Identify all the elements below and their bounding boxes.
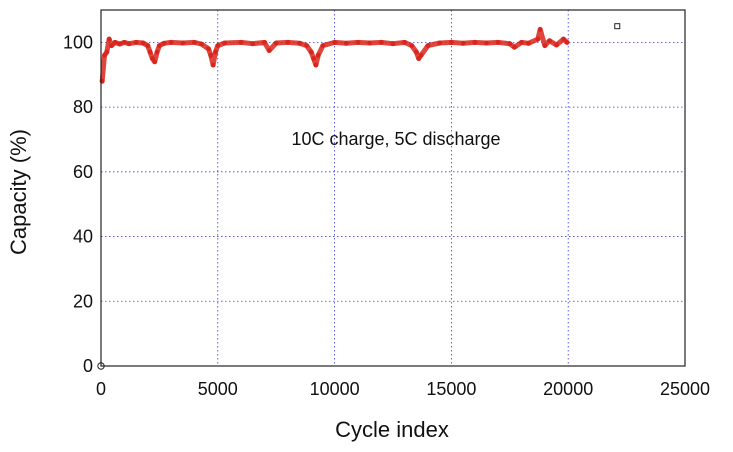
x-axis-label: Cycle index [335, 417, 449, 442]
data-point [418, 52, 424, 58]
data-point [449, 39, 454, 45]
data-point [147, 49, 153, 55]
y-tick-label: 20 [73, 291, 93, 311]
data-point [206, 46, 211, 52]
data-point [535, 36, 541, 42]
data-point [154, 49, 160, 55]
x-tick-label: 25000 [660, 379, 710, 399]
data-point [378, 39, 384, 45]
data-point [460, 40, 466, 46]
data-point [140, 40, 146, 46]
data-point [152, 59, 158, 65]
data-point [343, 40, 349, 46]
data-point [409, 43, 415, 48]
y-tick-label: 40 [73, 227, 93, 247]
data-point [192, 39, 197, 45]
axis-ticks: 0 5000 10000 15000 20000 25000 0 20 40 60 80 100 [63, 32, 710, 399]
grid [101, 10, 685, 366]
data-point [315, 52, 321, 58]
data-point [213, 49, 218, 55]
data-point [126, 41, 132, 47]
y-tick-label: 0 [83, 356, 93, 376]
data-point [238, 39, 244, 45]
data-point [199, 41, 204, 47]
data-series-band [99, 26, 570, 84]
data-point [117, 41, 123, 47]
data-points [97, 23, 621, 370]
data-point [161, 40, 167, 46]
plot-area-frame [100, 9, 686, 367]
data-point [437, 40, 443, 46]
data-point [210, 62, 216, 68]
data-point [112, 39, 118, 45]
data-point [311, 56, 316, 61]
chart-annotation: 10C charge, 5C discharge [291, 129, 500, 149]
data-point [425, 43, 431, 48]
data-point [266, 48, 272, 53]
y-tick-label: 80 [73, 97, 93, 117]
data-point [145, 43, 151, 48]
y-tick-label: 100 [63, 32, 93, 52]
data-point [512, 44, 517, 50]
data-point [157, 43, 162, 48]
data-point [208, 52, 214, 58]
x-tick-label: 20000 [543, 379, 593, 399]
data-point [180, 40, 186, 46]
data-point [297, 40, 302, 46]
data-point [308, 49, 314, 55]
data-point [121, 39, 127, 45]
data-point [222, 40, 228, 46]
data-point [332, 39, 337, 45]
data-point [262, 39, 267, 45]
data-point [313, 62, 319, 68]
data-point [215, 43, 221, 48]
data-point [547, 38, 552, 44]
data-point [564, 39, 570, 45]
data-point [320, 43, 326, 48]
y-tick-label: 60 [73, 162, 93, 182]
legend-marker [614, 23, 621, 30]
data-point [133, 39, 139, 45]
data-point [402, 39, 408, 45]
x-tick-label: 5000 [198, 379, 238, 399]
data-point [104, 49, 110, 55]
data-point [507, 41, 513, 47]
x-tick-label: 0 [96, 379, 106, 399]
data-point [413, 49, 419, 55]
data-point [554, 42, 559, 48]
data-point [519, 39, 524, 45]
data-point [168, 39, 174, 45]
data-point [106, 36, 112, 42]
data-point [355, 39, 361, 45]
data-point [367, 40, 373, 46]
data-point [472, 39, 478, 45]
data-point [273, 40, 279, 46]
data-point [250, 41, 256, 47]
y-axis-label: Capacity (%) [6, 129, 31, 255]
data-point [304, 43, 309, 48]
x-tick-label: 15000 [426, 379, 476, 399]
data-point [495, 39, 501, 45]
data-point [561, 36, 566, 42]
data-point [285, 39, 291, 45]
data-point [390, 41, 396, 47]
data-point [542, 43, 548, 48]
data-point [484, 40, 489, 46]
data-point [537, 27, 543, 32]
data-point [526, 40, 531, 46]
data-point [109, 43, 114, 48]
x-tick-label: 10000 [310, 379, 360, 399]
